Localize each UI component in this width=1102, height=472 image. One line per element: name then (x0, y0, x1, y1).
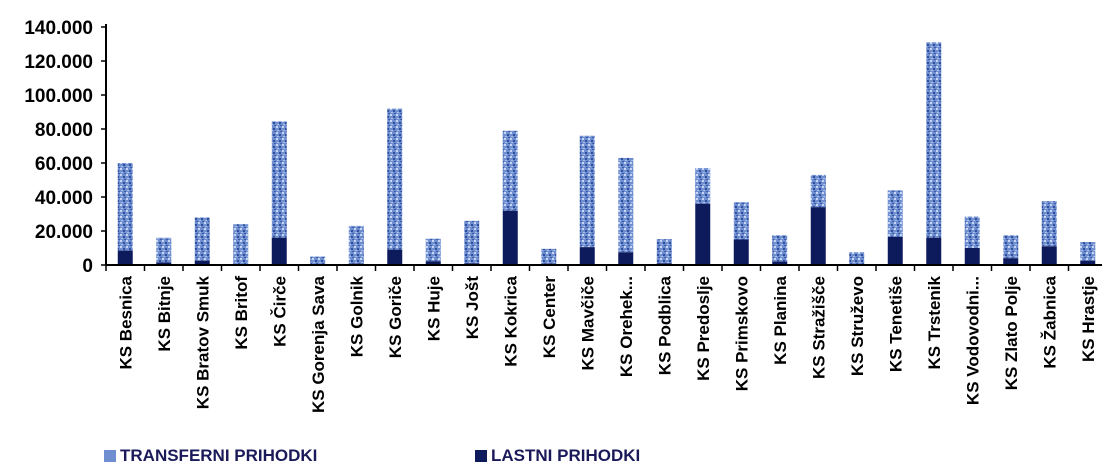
bar-transfer-segment (772, 235, 788, 262)
bar-transfer-segment (310, 256, 326, 265)
bar-transfer-segment (618, 157, 634, 253)
x-category-label: KS Predoslje (694, 276, 713, 381)
bar-own-segment (926, 237, 942, 265)
bar-transfer-segment (502, 130, 518, 211)
x-category-label: KS Besnica (116, 275, 135, 369)
x-category-label: KS Kokrica (501, 275, 520, 366)
bar-transfer-segment (348, 225, 364, 264)
bar-transfer-segment (887, 190, 903, 237)
x-category-label: KS Hrastje (1079, 276, 1098, 362)
x-category-label: KS Britof (232, 276, 251, 350)
bar-transfer-segment (926, 42, 942, 238)
bar-transfer-segment (387, 108, 403, 250)
y-tick-label: 120.000 (24, 52, 93, 73)
bar-own-segment (579, 247, 595, 265)
x-category-label: KS Primskovo (732, 276, 751, 391)
bar-own-segment (271, 237, 287, 265)
y-tick-label: 60.000 (35, 154, 93, 175)
bar-transfer-segment (464, 220, 480, 264)
x-category-label: KS Bitnje (155, 276, 174, 352)
bar-transfer-segment (1041, 201, 1057, 247)
x-category-label: KS Žabnica (1040, 275, 1059, 368)
x-category-label: KS Tenetiše (886, 276, 905, 372)
bar-own-segment (887, 236, 903, 265)
bar-transfer-segment (964, 216, 980, 248)
bar-own-segment (1080, 260, 1096, 265)
x-category-label: KS Gorenja Sava (309, 275, 328, 413)
x-category-label: KS Stražišče (809, 276, 828, 379)
bar-transfer-segment (425, 238, 441, 262)
bar-transfer-segment (695, 168, 711, 204)
bar-transfer-segment (1080, 242, 1096, 261)
x-category-label: KS Center (540, 276, 559, 359)
bar-own-segment (1041, 246, 1057, 265)
legend-transfer-swatch (104, 450, 116, 462)
bar-own-segment (695, 203, 711, 265)
bar-transfer-segment (194, 217, 210, 261)
bar-own-segment (387, 249, 403, 265)
bar-own-segment (772, 261, 788, 265)
y-tick-label: 100.000 (24, 86, 93, 107)
x-category-label: KS Golnik (347, 275, 366, 357)
x-category-label: KS Bratov Smuk (193, 275, 212, 409)
legend-own-label: LASTNI PRIHODKI (491, 446, 641, 465)
x-category-label: KS Goriče (386, 276, 405, 358)
bar-own-segment (964, 248, 980, 265)
x-axis: KS Besnica KS Bitnje KS Bratov Smuk KS Brit… (105, 264, 1102, 413)
bar-own-segment (618, 252, 634, 265)
y-tick-label: 0 (82, 256, 93, 277)
bar-transfer-segment (233, 224, 249, 265)
bar-own-segment (733, 239, 749, 265)
y-axis: 0 20.000 40.000 60.000 80.000 100.000 120.000 1… (24, 18, 107, 277)
y-tick-label: 40.000 (35, 188, 93, 209)
bar-own-segment (502, 210, 518, 265)
legend-own-swatch (475, 450, 487, 462)
y-tick-label: 20.000 (35, 222, 93, 243)
x-category-label: KS Trstenik (925, 275, 944, 369)
legend-transfer: TRANSFERNI PRIHODKI (104, 446, 317, 466)
bar-transfer-segment (541, 248, 557, 264)
x-category-label: KS Podblica (655, 275, 674, 375)
x-category-label: KS Struževo (848, 276, 867, 376)
x-category-label: KS Vodovodni... (963, 276, 982, 405)
bar-own-segment (117, 250, 133, 265)
bar-transfer-segment (579, 135, 595, 248)
x-category-label: KS Čirče (270, 276, 289, 347)
legend-own: LASTNI PRIHODKI (475, 446, 640, 466)
bar-own-segment (425, 261, 441, 265)
x-category-label: KS Orehek... (617, 276, 636, 377)
bar-transfer-segment (849, 252, 865, 265)
bars (117, 42, 1096, 265)
bar-transfer-segment (271, 121, 287, 238)
x-category-label: KS Zlato Polje (1002, 276, 1021, 390)
x-category-label: KS Jošt (463, 276, 482, 340)
legend-transfer-label: TRANSFERNI PRIHODKI (120, 446, 318, 465)
bar-own-segment (810, 207, 826, 265)
y-tick-label: 80.000 (35, 120, 93, 141)
x-category-label: KS Planina (771, 275, 790, 364)
x-category-label: KS Mavčiče (578, 276, 597, 371)
bar-transfer-segment (810, 174, 826, 208)
bar-transfer-segment (156, 237, 172, 263)
y-tick-label: 140.000 (24, 18, 93, 39)
bar-own-segment (194, 260, 210, 265)
bar-own-segment (1003, 258, 1019, 265)
x-category-label: KS Huje (424, 276, 443, 341)
bar-transfer-segment (117, 163, 133, 251)
bar-transfer-segment (656, 239, 672, 264)
bar-transfer-segment (733, 202, 749, 240)
bar-transfer-segment (1003, 235, 1019, 259)
bar-own-segment (156, 262, 172, 265)
